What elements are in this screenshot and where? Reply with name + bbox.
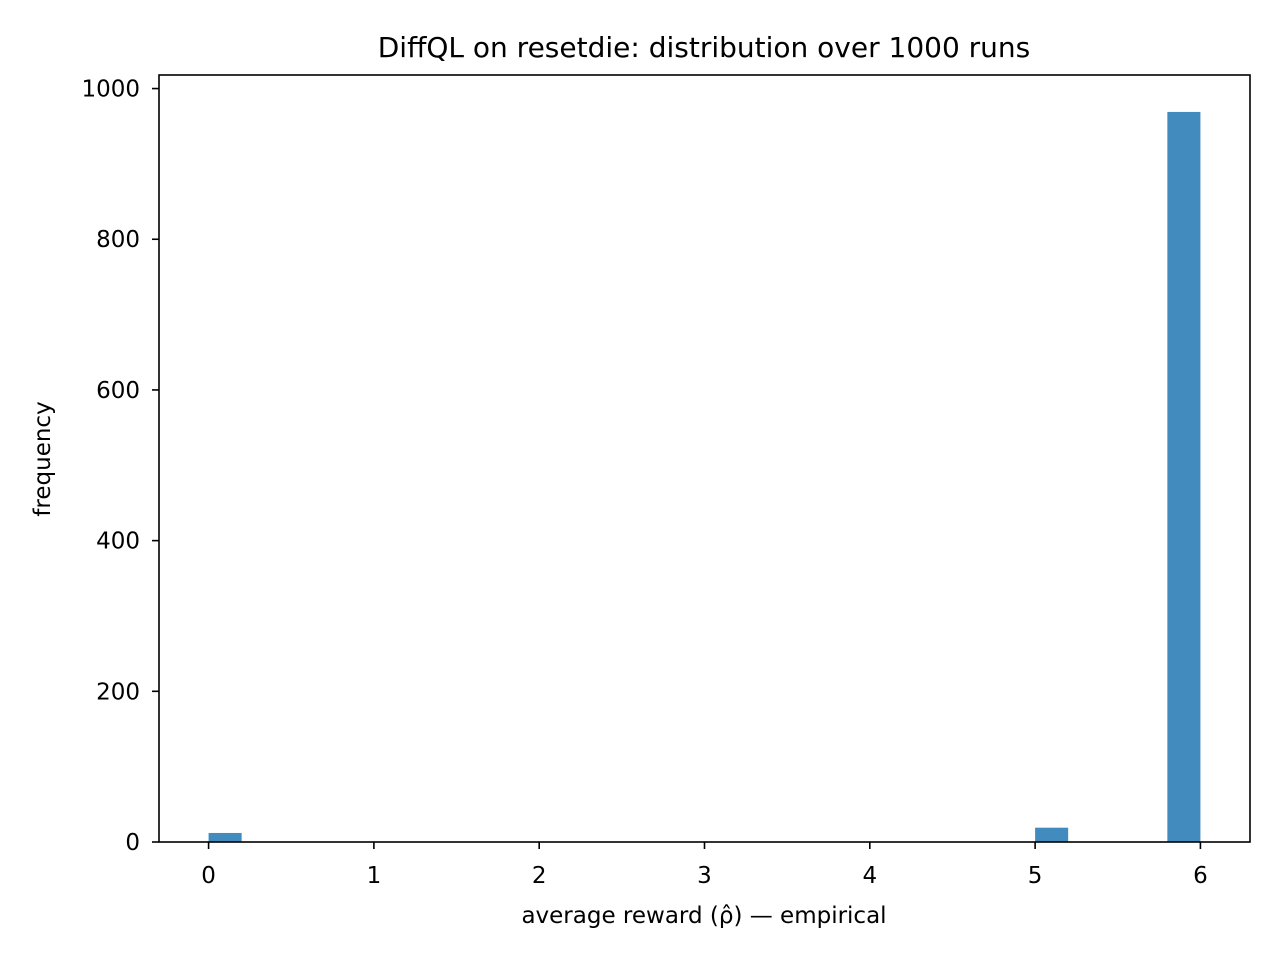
x-tick-label-4: 4 bbox=[862, 863, 877, 889]
y-axis-ticks: 0 200 400 600 800 1000 bbox=[81, 77, 159, 856]
y-tick-label-5: 1000 bbox=[81, 77, 140, 103]
y-axis-label: frequency bbox=[30, 401, 56, 516]
histogram-bar-0 bbox=[208, 832, 242, 842]
y-tick-label-4: 800 bbox=[96, 227, 140, 253]
y-tick-label-0: 0 bbox=[125, 830, 140, 856]
histogram-bar-2 bbox=[1167, 111, 1201, 843]
x-axis-ticks: 0 1 2 3 4 5 6 bbox=[201, 842, 1208, 889]
plot-area-frame bbox=[158, 74, 1251, 843]
x-tick-label-5: 5 bbox=[1028, 863, 1043, 889]
y-tick-label-2: 400 bbox=[96, 529, 140, 555]
x-tick-label-6: 6 bbox=[1193, 863, 1208, 889]
histogram-bar-1 bbox=[1035, 827, 1069, 842]
x-axis-label: average reward (ρ̂) — empirical bbox=[521, 903, 886, 929]
x-tick-label-0: 0 bbox=[201, 863, 216, 889]
x-tick-label-2: 2 bbox=[532, 863, 547, 889]
y-tick-label-1: 200 bbox=[96, 679, 140, 705]
x-tick-label-3: 3 bbox=[697, 863, 712, 889]
chart-title: DiffQL on resetdie: distribution over 10… bbox=[378, 31, 1031, 64]
bars-group bbox=[208, 111, 1201, 843]
x-tick-label-1: 1 bbox=[367, 863, 382, 889]
y-tick-label-3: 600 bbox=[96, 378, 140, 404]
